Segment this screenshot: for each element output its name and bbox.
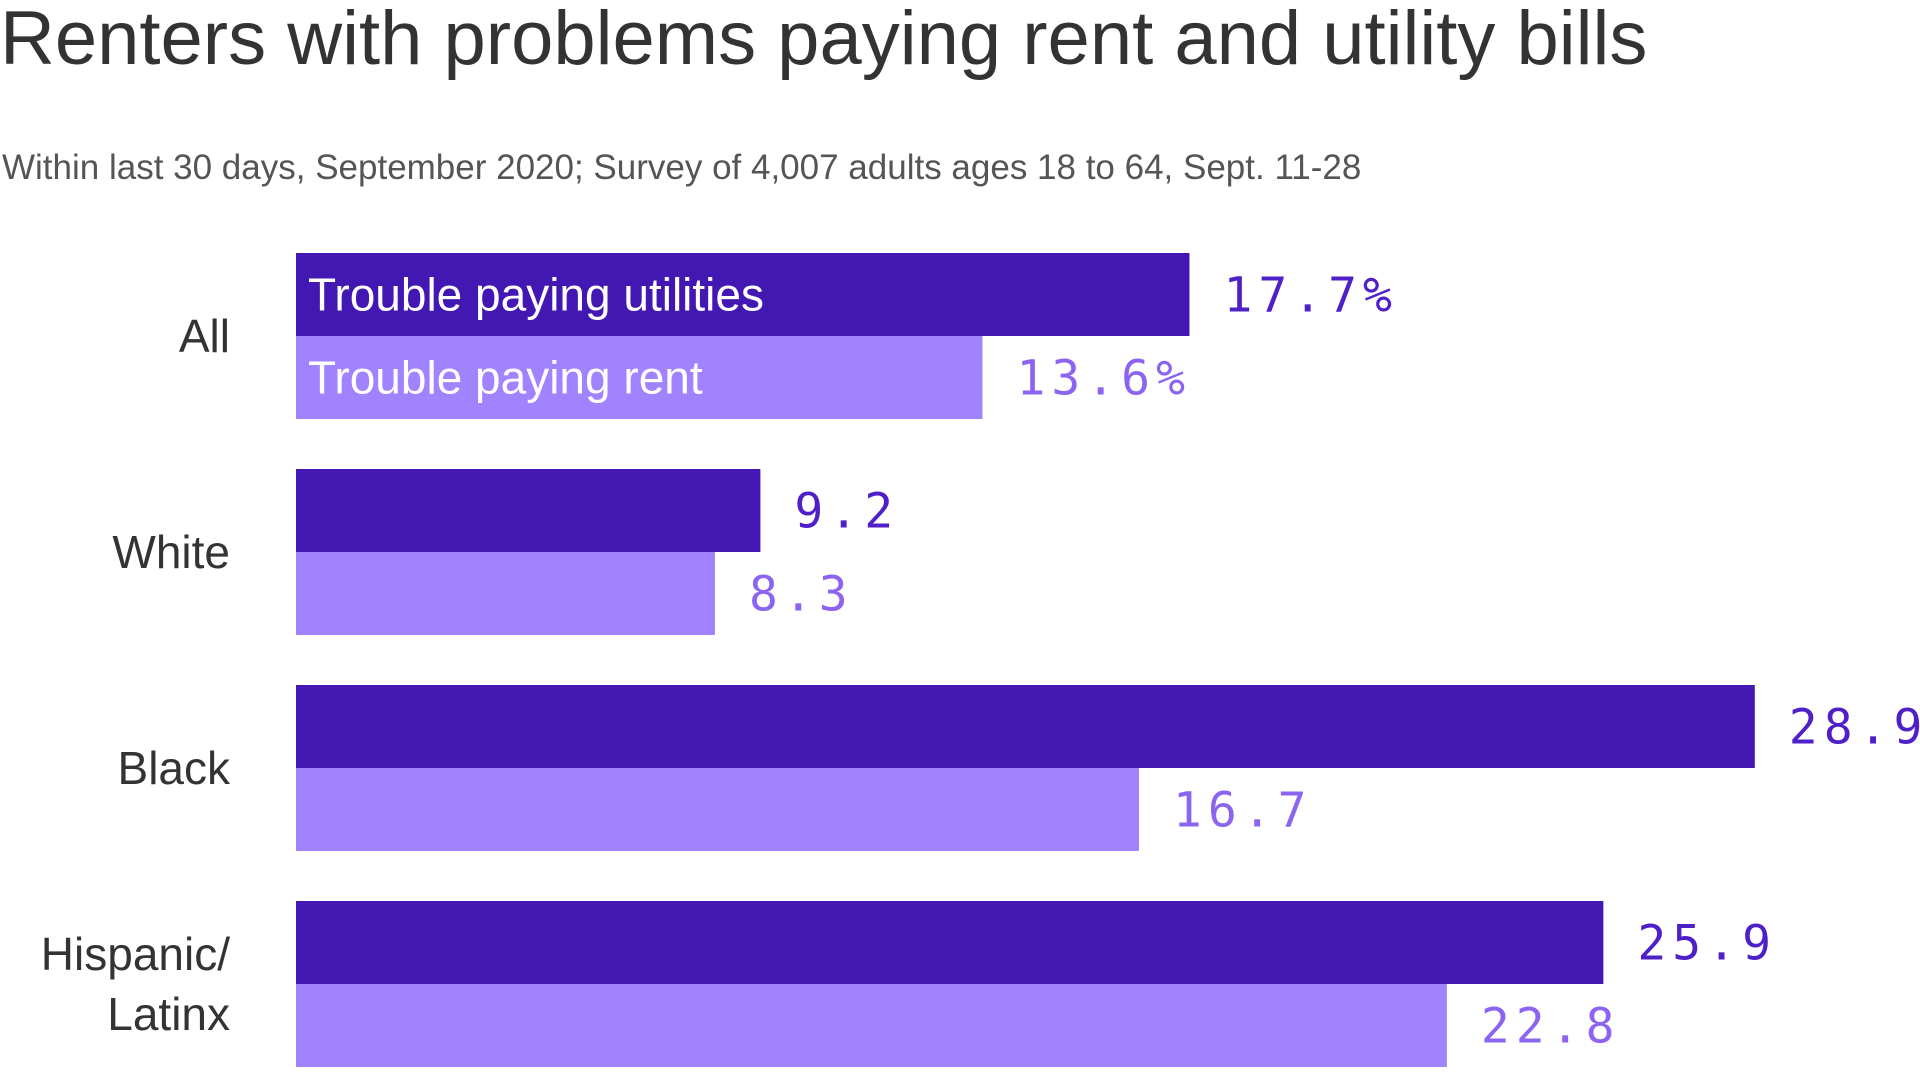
- chart-subtitle: Within last 30 days, September 2020; Sur…: [2, 148, 1361, 187]
- data-label: 22.8: [1481, 999, 1621, 1055]
- category-label: All: [179, 310, 230, 362]
- category-label: White: [112, 526, 230, 578]
- chart-title: Renters with problems paying rent and ut…: [0, 0, 1647, 81]
- bar-utilities: [296, 469, 761, 552]
- legend-rent: Trouble paying rent: [308, 352, 703, 404]
- category-label: Black: [118, 742, 231, 794]
- data-label: 9.2: [794, 484, 899, 540]
- data-label: 28.9: [1789, 700, 1920, 756]
- data-label: 25.9: [1637, 916, 1777, 972]
- data-label: 8.3: [749, 567, 854, 623]
- category-label-line: Latinx: [107, 988, 230, 1040]
- plot-area: All Trouble paying utilities 17.7% Trouble …: [41, 253, 1920, 1067]
- bar-utilities: [296, 685, 1755, 768]
- bar-rent: [296, 984, 1447, 1067]
- data-label: 17.7%: [1223, 268, 1398, 324]
- bar-rent: [296, 552, 715, 635]
- bar-rent: [296, 336, 983, 419]
- category-label: Hispanic/Latinx: [41, 928, 230, 1040]
- category-label-line: Hispanic/: [41, 928, 230, 980]
- data-label: 16.7: [1173, 783, 1313, 839]
- data-label: 13.6%: [1016, 351, 1191, 407]
- bar-utilities: [296, 253, 1190, 336]
- bar-utilities: [296, 901, 1604, 984]
- legend-utilities: Trouble paying utilities: [308, 269, 764, 321]
- bar-rent: [296, 768, 1139, 851]
